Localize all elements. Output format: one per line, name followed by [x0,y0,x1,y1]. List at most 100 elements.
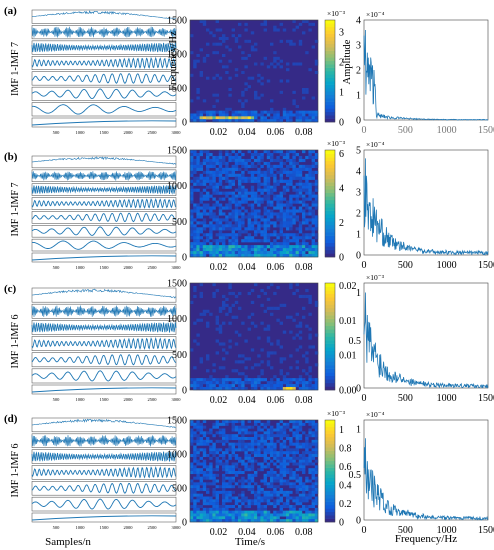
spectrogram-cell [212,215,216,219]
spectrogram-cell [228,251,232,255]
spectrogram-cell [311,218,315,222]
spectrogram-cell [308,110,312,114]
spectrogram-cell [234,315,239,319]
spectrogram-cell [209,499,213,503]
spectrogram-cell [231,422,235,426]
spectrogram-cell [273,176,277,180]
spectrogram-cell [196,88,200,92]
spectrogram-cell [305,442,309,446]
spectrogram-cell [257,496,261,500]
spectrogram-cell [279,39,283,43]
spectrogram-cell [314,465,319,469]
imf-frame-1 [31,9,177,24]
spectrogram-cell [286,116,290,120]
spectrogram-cell [266,482,271,486]
spectrogram-cell [199,227,203,231]
spectrogram-cell [308,150,312,154]
spectrogram-cell [238,378,242,382]
spectrogram-cell [276,116,280,120]
spectrogram-cell [266,185,271,189]
spectrogram-cell [254,170,258,174]
spectrogram-cell [279,158,283,163]
spectrogram-cell [193,505,197,509]
spectrogram-cell [263,161,267,166]
spectrogram-cell [247,39,251,43]
spectrogram-cell [279,79,283,83]
spectrogram-cell [244,236,248,240]
spectrogram-cell [238,45,242,49]
spectrogram-cell [241,321,245,325]
spectrogram-cell [279,465,283,469]
imf-trace-5 [31,73,177,84]
spectrogram-cell [282,479,287,483]
spectrogram-cell [270,107,274,111]
spectrogram-cell [305,176,309,180]
spectrogram-cell [199,425,203,429]
spectrogram-cell [289,387,293,391]
spectrogram-cell [218,37,223,41]
colorbar-step [325,347,335,352]
spectrogram-cell [225,519,229,523]
spectrogram-cell [260,510,264,514]
spectrogram-cell [266,194,271,198]
spectrogram-cell [218,431,223,435]
spectrogram-cell [308,251,312,255]
spectrogram-cell [295,448,299,452]
spectrogram-cell [279,167,283,172]
spectrogram-cell [292,510,296,514]
colorbar-step [325,232,335,236]
spectrogram-cell [292,451,296,455]
spectrogram-cell [218,513,223,517]
spectrogram-cell [244,191,248,195]
spectrogram-cell [289,456,293,460]
spectrogram-cell [266,502,271,506]
spectrogram-cell [279,519,283,523]
spectrogram-cell [250,110,255,114]
spectrogram-cell [234,224,239,228]
spectrogram-cell [266,233,271,237]
spectrogram-cell [282,442,287,446]
spectrogram-cell [279,445,283,449]
spectrogram-cell [266,434,271,438]
spectrogram-cell [279,209,283,213]
spectrogram-cell [254,381,258,385]
spectrogram-cell [254,62,258,66]
spectrogram-cell [302,468,306,472]
samples-tick-label: 500 [53,265,61,270]
spectrum-line [363,158,489,256]
spectrogram-cell [193,164,197,169]
spectrogram-cell [282,482,287,486]
spectrogram-cell [193,230,197,234]
spectrogram-cell [276,242,280,246]
spectrogram-cell [276,164,280,169]
spectrogram-cell [254,420,258,424]
spectrogram-cell [225,233,229,237]
spectrogram-cell [260,173,264,177]
spectrogram-cell [260,513,264,517]
spectrogram-cell [250,510,255,514]
samples-tick-label: 2500 [148,525,158,530]
spectrogram-cell [202,519,207,523]
colorbar-step [325,174,335,179]
spectrogram-cell [206,437,210,441]
spectrogram-cell [263,510,267,514]
spectrogram-cell [308,22,312,26]
spectrogram-cell [225,513,229,517]
spectrogram-cell [292,102,296,106]
time-axis-label: Time/s [235,536,265,548]
spectrogram-cell [234,158,239,163]
spectrogram-cell [260,76,264,80]
spectrogram-cell [292,473,296,477]
frequency-axis-label: Frequency/Hz [395,533,457,545]
spectrogram-cell [279,434,283,438]
spectrogram-cell [286,209,290,213]
spectrogram-cell [250,209,255,213]
spectrogram-cell [222,158,226,163]
spectrogram-cell [234,473,239,477]
spectrogram-cell [250,448,255,452]
spectrogram-cell [231,200,235,204]
spectrogram-cell [308,113,312,117]
spectrogram-cell [308,218,312,222]
spectrogram-cell [305,384,309,388]
spectrogram-cell [238,471,242,475]
